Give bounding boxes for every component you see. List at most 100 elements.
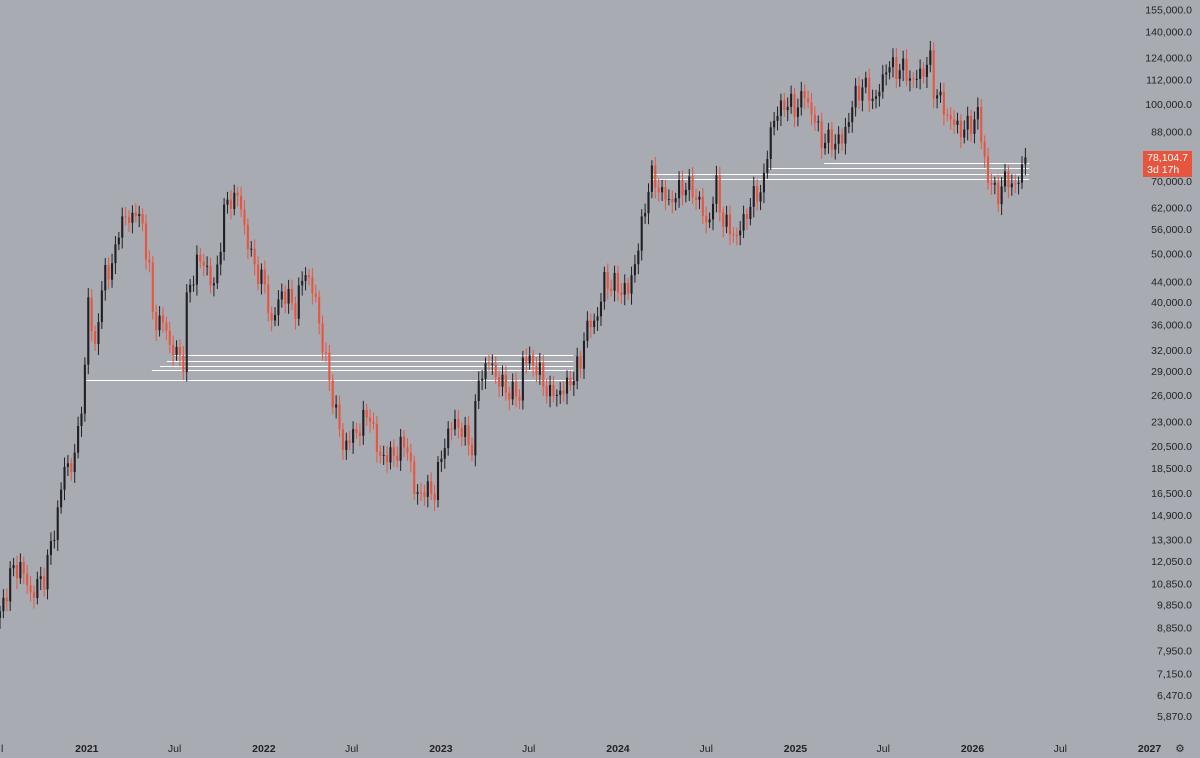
- price-tick-label: 14,900.0: [1151, 510, 1192, 522]
- candle: [5, 588, 8, 612]
- time-tick-label: 2024: [606, 743, 630, 755]
- candle: [613, 265, 616, 302]
- candle: [830, 121, 833, 158]
- candle: [813, 106, 816, 131]
- candle: [521, 350, 524, 410]
- candle: [121, 207, 124, 249]
- candle: [107, 257, 110, 290]
- candle: [840, 128, 844, 152]
- candle: [233, 184, 236, 216]
- candle: [504, 365, 507, 401]
- candle: [243, 200, 246, 235]
- candle: [236, 186, 239, 207]
- candle: [226, 191, 229, 214]
- price-tick-label: 56,000.0: [1151, 224, 1192, 236]
- candle: [318, 290, 321, 335]
- candle: [443, 438, 446, 469]
- candle: [501, 365, 504, 397]
- candle: [474, 394, 477, 467]
- candle: [576, 347, 579, 390]
- candle: [287, 279, 290, 314]
- candle: [311, 267, 314, 305]
- time-axis[interactable]: l 2021 Jul 2022 Jul 2023 Jul 2024 Jul 2025 Jul 2026…: [1, 743, 1185, 755]
- candle: [857, 76, 861, 110]
- candle: [399, 428, 402, 471]
- candle: [260, 263, 263, 295]
- current-price-label: 78,104.7: [1147, 152, 1188, 165]
- candle: [908, 70, 911, 92]
- price-tick-label: 8,850.0: [1157, 622, 1192, 634]
- candle: [803, 84, 806, 110]
- candle: [776, 106, 779, 131]
- candle: [389, 441, 392, 470]
- candle: [406, 438, 409, 461]
- candle: [447, 421, 450, 456]
- candle: [297, 277, 300, 326]
- candle: [206, 256, 209, 276]
- candle: [49, 532, 52, 565]
- candle: [335, 395, 338, 419]
- price-axis[interactable]: 155,000.0 140,000.0 124,000.0 112,000.0 100,…: [1145, 5, 1192, 723]
- candle: [270, 306, 273, 332]
- candle: [864, 71, 867, 94]
- candle: [725, 205, 728, 234]
- candle: [559, 382, 562, 404]
- candle: [582, 332, 586, 379]
- candle: [732, 227, 735, 243]
- candle: [993, 176, 996, 195]
- candle: [60, 482, 63, 514]
- candle: [599, 293, 603, 326]
- candle: [905, 49, 908, 87]
- time-tick-label: 2022: [252, 743, 276, 755]
- candle: [586, 311, 589, 348]
- candle: [1014, 174, 1017, 194]
- candle: [341, 423, 344, 460]
- candle: [932, 42, 935, 109]
- candle: [209, 257, 212, 294]
- candle: [212, 277, 215, 297]
- candle: [70, 457, 73, 481]
- candle: [881, 64, 884, 99]
- candle: [579, 350, 582, 379]
- candle: [331, 374, 334, 414]
- candle: [240, 186, 243, 218]
- candle: [348, 431, 351, 451]
- bar-countdown-label: 3d 17h: [1147, 164, 1180, 177]
- candle: [328, 344, 331, 392]
- candle: [1024, 147, 1027, 176]
- price-tick-label: 36,000.0: [1151, 320, 1192, 332]
- candle: [290, 279, 294, 310]
- candle: [450, 422, 453, 441]
- candle: [871, 89, 874, 110]
- candle: [657, 178, 660, 202]
- candle: [589, 313, 592, 339]
- time-tick-label: 2023: [429, 743, 453, 755]
- time-tick-label: Jul: [700, 743, 713, 755]
- candle: [939, 82, 942, 103]
- candle: [627, 277, 630, 301]
- candle: [956, 112, 959, 134]
- candle: [464, 416, 467, 446]
- candle: [970, 109, 973, 142]
- candle: [253, 239, 256, 276]
- settings-gear-icon[interactable]: ⚙: [1175, 743, 1184, 755]
- candle: [749, 198, 752, 226]
- candle: [321, 315, 324, 361]
- candle: [273, 307, 277, 327]
- candle: [548, 375, 552, 408]
- candle: [144, 214, 148, 270]
- candle: [532, 349, 535, 377]
- candle: [426, 474, 429, 508]
- current-price-badge: 78,104.7 3d 17h: [1143, 151, 1192, 178]
- candle: [739, 221, 742, 246]
- price-tick-label: 44,000.0: [1151, 276, 1192, 288]
- candle: [508, 387, 511, 411]
- candle: [650, 160, 653, 199]
- candle: [267, 275, 270, 322]
- candle: [124, 207, 127, 226]
- candle: [90, 288, 93, 342]
- price-tick-label: 12,050.0: [1151, 556, 1192, 568]
- candle: [735, 227, 738, 246]
- candle: [552, 376, 555, 403]
